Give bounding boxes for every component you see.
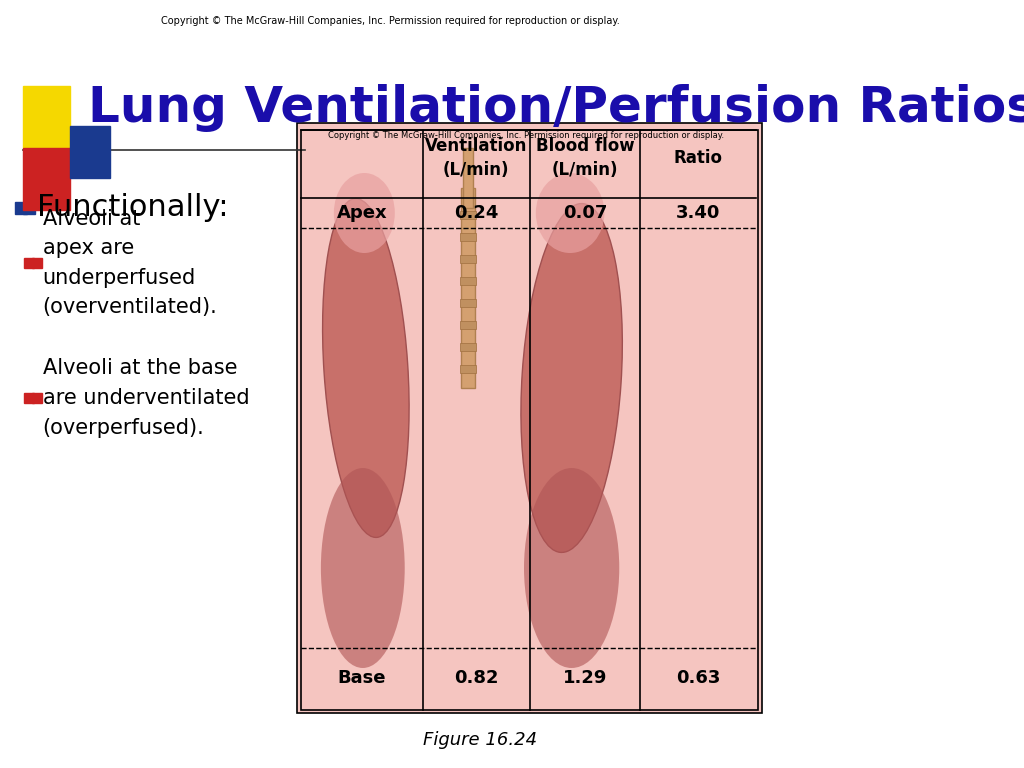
Text: Alveoli at
apex are
underperfused
(overventilated).: Alveoli at apex are underperfused (overv…: [43, 209, 217, 317]
Text: Base: Base: [338, 669, 386, 687]
Text: 1.29: 1.29: [563, 669, 607, 687]
Bar: [461, 365, 475, 373]
Text: Copyright © The McGraw-Hill Companies, Inc. Permission required for reproduction: Copyright © The McGraw-Hill Companies, I…: [328, 131, 724, 141]
Bar: [461, 321, 475, 329]
Text: Copyright © The McGraw-Hill Companies, Inc. Permission required for reproduction: Copyright © The McGraw-Hill Companies, I…: [161, 16, 620, 26]
Text: 0.63: 0.63: [676, 669, 720, 687]
Text: 0.24: 0.24: [455, 204, 499, 222]
Bar: [297, 123, 762, 713]
Bar: [461, 299, 475, 307]
Bar: [70, 126, 110, 178]
Ellipse shape: [334, 173, 395, 253]
Bar: [463, 148, 473, 208]
Text: Functionally:: Functionally:: [37, 194, 228, 223]
Ellipse shape: [521, 204, 623, 552]
Text: Apex: Apex: [337, 204, 387, 222]
Bar: [461, 233, 475, 241]
Bar: [461, 343, 475, 351]
Text: Figure 16.24: Figure 16.24: [423, 731, 538, 749]
Bar: [461, 255, 475, 263]
Bar: [461, 277, 475, 285]
Bar: [23, 86, 70, 148]
Text: Lung Ventilation/Perfusion Ratios: Lung Ventilation/Perfusion Ratios: [88, 84, 1024, 132]
Ellipse shape: [524, 468, 620, 668]
Ellipse shape: [323, 199, 410, 538]
Text: 0.07: 0.07: [563, 204, 607, 222]
Text: Alveoli at the base
are underventilated
(overperfused).: Alveoli at the base are underventilated …: [43, 359, 249, 438]
Text: Ratio: Ratio: [674, 149, 723, 167]
Bar: [301, 130, 759, 710]
Ellipse shape: [321, 468, 404, 668]
Bar: [461, 211, 475, 219]
Bar: [23, 148, 70, 210]
Bar: [461, 188, 475, 388]
Text: 0.82: 0.82: [454, 669, 499, 687]
Ellipse shape: [536, 173, 604, 253]
Text: 3.40: 3.40: [676, 204, 720, 222]
Text: Blood flow
(L/min): Blood flow (L/min): [536, 137, 635, 179]
Text: Ventilation
(L/min): Ventilation (L/min): [425, 137, 527, 179]
